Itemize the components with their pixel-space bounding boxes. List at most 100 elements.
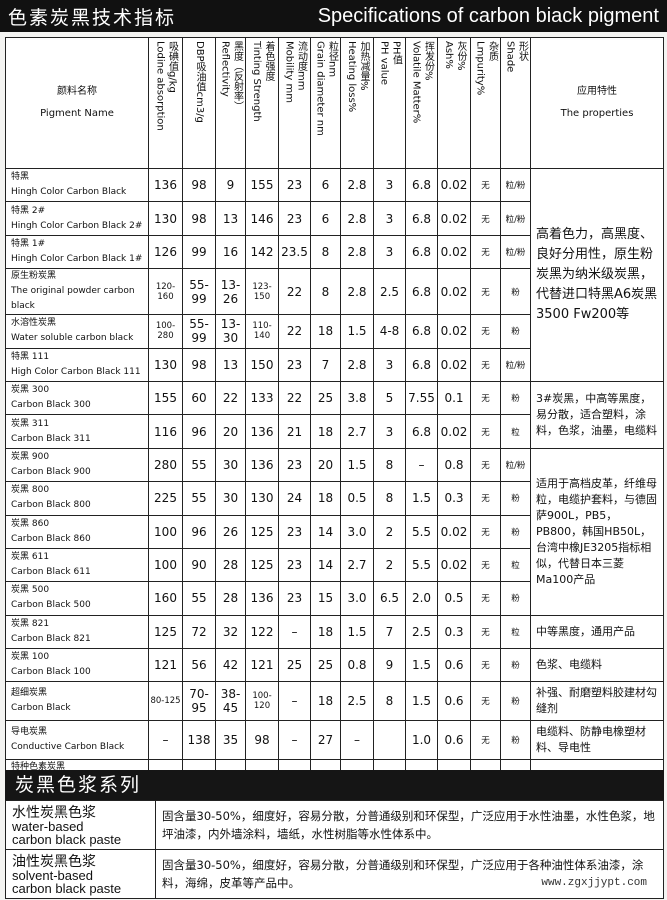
cell-value: 0.02 xyxy=(437,268,471,316)
cell-value: 8 xyxy=(373,481,406,516)
cell-value: 121 xyxy=(245,648,279,683)
table-row: 原生粉炭黑 The original powder carbon black 120… xyxy=(5,268,664,316)
header-en: Heating loss% xyxy=(346,40,357,112)
cell-value: – xyxy=(278,681,311,722)
paste-name-en2: carbon black paste xyxy=(12,831,122,847)
cell-value: 70-95 xyxy=(182,681,216,722)
cell-value: 100 xyxy=(148,547,183,583)
cell-value: 无 xyxy=(470,314,501,349)
cell-value: 23 xyxy=(278,514,311,549)
cell-value: 2.8 xyxy=(340,234,374,270)
cell-value: 22 xyxy=(278,268,311,316)
table-row: 超细炭黑 Carbon Black 80-125 70-95 38-45 100-120–… xyxy=(5,681,664,722)
pigment-name: 炭黑 300 Carbon Black 300 xyxy=(5,380,149,416)
pigment-name: 特黑 Hingh Color Carbon Black xyxy=(5,167,149,203)
cell-value: 96 xyxy=(182,414,216,449)
cell-value: 无 xyxy=(470,614,501,650)
cell-value: 98 xyxy=(245,720,279,761)
cell-value: 25 xyxy=(310,380,341,416)
column-header: 粒径nm Grain diameter nm xyxy=(310,37,341,169)
cell-value: 无 xyxy=(470,581,501,616)
cell-value: 55 xyxy=(182,447,216,483)
paste-name: 水性炭黑色浆 water-based carbon black paste xyxy=(5,800,156,850)
cell-value: 22 xyxy=(278,314,311,349)
cell-value: 18 xyxy=(310,314,341,349)
cell-value: 72 xyxy=(182,614,216,650)
cell-value: 0.8 xyxy=(437,447,471,483)
cell-value: 无 xyxy=(470,167,501,203)
cell-value: 123-150 xyxy=(245,268,279,316)
cell-value: 无 xyxy=(470,547,501,583)
cell-value: 122 xyxy=(245,614,279,650)
paste-name-en2: carbon black paste xyxy=(12,880,122,896)
header-cn: 应用特性 xyxy=(577,86,617,97)
header-en: Tinting Strength xyxy=(251,40,262,122)
cell-value: 96 xyxy=(182,514,216,549)
column-header: 挥发份% Volatile Matter% xyxy=(405,37,438,169)
cell-value: 粒 xyxy=(500,614,531,650)
properties-cell: 电缆料、防静电橡塑材料、导电性 xyxy=(530,720,664,761)
paste-description: 固含量30-50%，细度好，容易分散，分普通级别和环保型，广泛应用于各种油性体系… xyxy=(155,849,664,899)
pigment-name-cn: 特黑 2# xyxy=(11,205,46,216)
pigment-name-en: Carbon Black 860 xyxy=(11,533,91,544)
pigment-name-en: The original powder carbon black xyxy=(11,286,135,312)
column-header: 灰份% Ash% xyxy=(437,37,471,169)
table-row: 炭黑 821 Carbon Black 821 125 72 32 122–18 1.5 7 2… xyxy=(5,614,664,650)
pigment-name: 炭黑 100 Carbon Black 100 xyxy=(5,648,149,683)
cell-value: 0.02 xyxy=(437,234,471,270)
cell-value: 粒 xyxy=(500,414,531,449)
cell-value: 1.0 xyxy=(405,720,438,761)
cell-value: – xyxy=(340,720,374,761)
cell-value: 粉 xyxy=(500,314,531,349)
pigment-name-en: Carbon Black xyxy=(11,703,71,714)
cell-value: 146 xyxy=(245,201,279,236)
header-cn: 挥发份% xyxy=(422,40,434,81)
cell-value: 0.6 xyxy=(437,648,471,683)
cell-value: 225 xyxy=(148,481,183,516)
pigment-name-en: Hingh Color Carbon Black 2# xyxy=(11,220,143,231)
cell-value: 无 xyxy=(470,268,501,316)
cell-value: 6.8 xyxy=(405,314,438,349)
cell-value: 98 xyxy=(182,347,216,382)
cell-value: 8 xyxy=(310,268,341,316)
cell-value: 23 xyxy=(278,347,311,382)
pigment-name: 炭黑 900 Carbon Black 900 xyxy=(5,447,149,483)
pigment-name: 炭黑 611 Carbon Black 611 xyxy=(5,547,149,583)
cell-value: 2.7 xyxy=(340,414,374,449)
cell-value: 粒/粉 xyxy=(500,234,531,270)
pigment-name: 超细炭黑 Carbon Black xyxy=(5,681,149,722)
cell-value: 3.0 xyxy=(340,514,374,549)
cell-value: 18 xyxy=(310,481,341,516)
pigment-name: 炭黑 800 Carbon Black 800 xyxy=(5,481,149,516)
cell-value: 6.5 xyxy=(373,581,406,616)
cell-value: 3 xyxy=(373,347,406,382)
cell-value: – xyxy=(405,447,438,483)
cell-value: 100 xyxy=(148,514,183,549)
cell-value: 21 xyxy=(278,414,311,449)
paste-row: 水性炭黑色浆 water-based carbon black paste 固含量30… xyxy=(5,800,664,850)
cell-value: 14 xyxy=(310,514,341,549)
pigment-name-en: Water soluble carbon black xyxy=(11,333,134,344)
cell-value: 25 xyxy=(278,648,311,683)
cell-value: 142 xyxy=(245,234,279,270)
cell-value: 100-120 xyxy=(245,681,279,722)
cell-value: 30 xyxy=(215,447,246,483)
cell-value: 粉 xyxy=(500,268,531,316)
cell-value: 粉 xyxy=(500,720,531,761)
cell-value: 20 xyxy=(310,447,341,483)
cell-value: 13 xyxy=(215,347,246,382)
cell-value: 80-125 xyxy=(148,681,183,722)
cell-value: 2.8 xyxy=(340,268,374,316)
cell-value: 116 xyxy=(148,414,183,449)
paste-row: 油性炭黑色浆 solvent-based carbon black paste 固含量… xyxy=(5,849,664,899)
cell-value: 粉 xyxy=(500,648,531,683)
pigment-name-cn: 炭黑 500 xyxy=(11,585,50,596)
cell-value: 无 xyxy=(470,720,501,761)
header-cn: 粒径nm xyxy=(326,40,338,77)
cell-value: 24 xyxy=(278,481,311,516)
cell-value: 2.0 xyxy=(405,581,438,616)
pigment-name-cn: 炭黑 900 xyxy=(11,451,50,462)
cell-value: 粒 xyxy=(500,547,531,583)
table-row: 特黑 2# Hingh Color Carbon Black 2# 130 98 13 1… xyxy=(5,201,664,236)
cell-value: 无 xyxy=(470,347,501,382)
